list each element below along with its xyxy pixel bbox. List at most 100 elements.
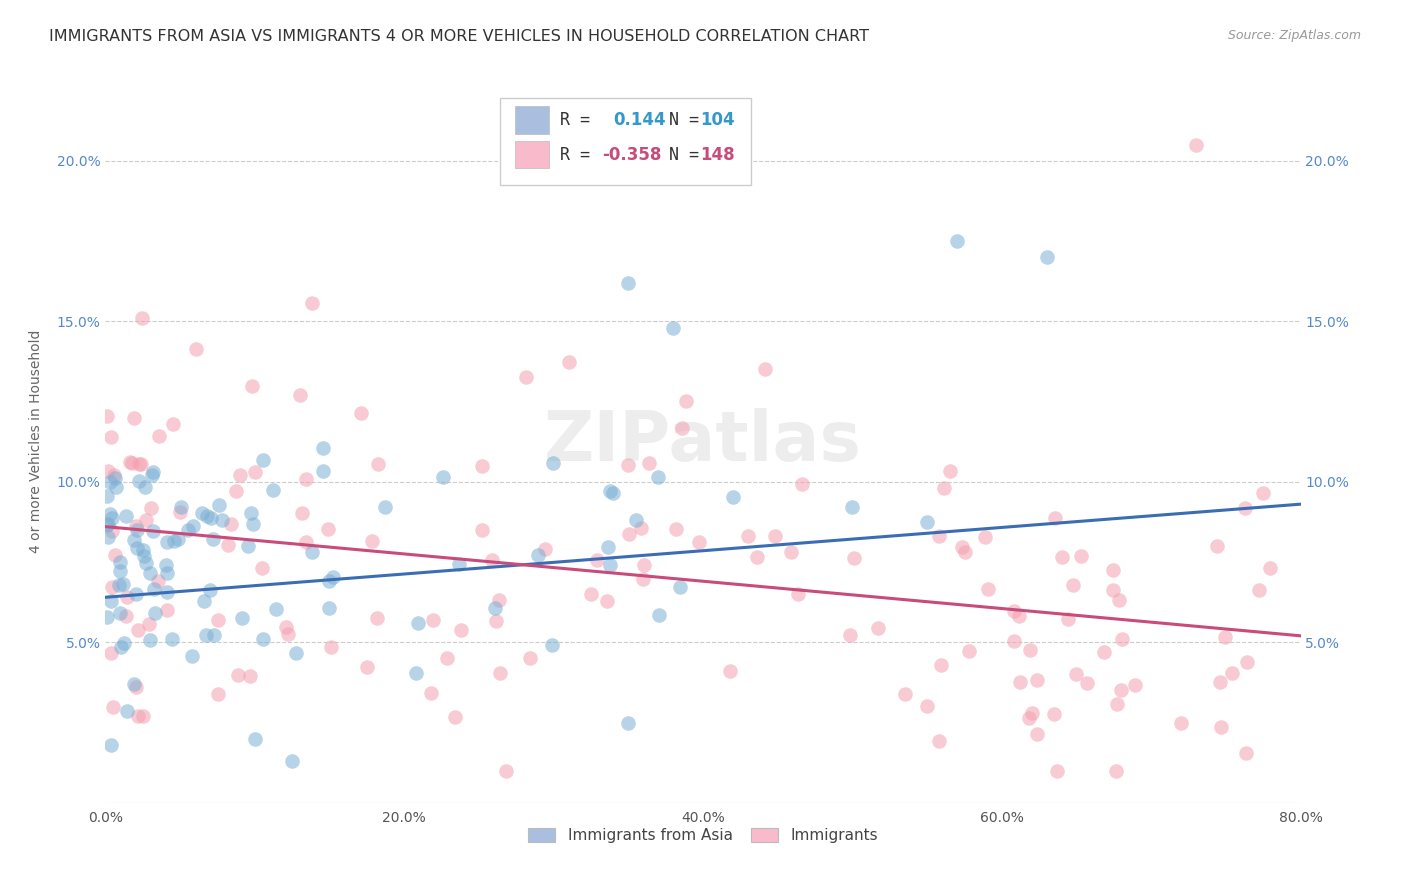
Point — [111, 577, 134, 591]
Point — [202, 532, 225, 546]
Point — [495, 764, 517, 778]
Point — [1111, 683, 1133, 698]
Point — [1062, 577, 1084, 591]
Point — [648, 608, 671, 623]
Point — [129, 458, 152, 472]
Point — [160, 632, 183, 647]
Text: R =: R = — [560, 111, 610, 129]
Point — [718, 664, 741, 678]
Point — [754, 361, 776, 376]
Point — [100, 594, 122, 608]
FancyBboxPatch shape — [501, 98, 751, 185]
Point — [1002, 604, 1025, 618]
Point — [176, 523, 198, 537]
Point — [527, 548, 550, 562]
Point — [274, 620, 297, 634]
Point — [356, 659, 378, 673]
Point — [1057, 612, 1080, 626]
Point — [1209, 674, 1232, 689]
Point — [250, 560, 273, 574]
Point — [1025, 727, 1047, 741]
Point — [312, 441, 335, 455]
Point — [367, 457, 389, 471]
Point — [602, 486, 624, 500]
Text: IMMIGRANTS FROM ASIA VS IMMIGRANTS 4 OR MORE VEHICLES IN HOUSEHOLD CORRELATION C: IMMIGRANTS FROM ASIA VS IMMIGRANTS 4 OR … — [49, 29, 869, 44]
Point — [128, 474, 150, 488]
Point — [110, 555, 132, 569]
Point — [112, 635, 135, 649]
Text: 0.144: 0.144 — [613, 111, 666, 129]
Point — [155, 534, 177, 549]
Point — [366, 611, 388, 625]
Point — [139, 566, 162, 580]
Point — [127, 541, 149, 555]
Point — [155, 558, 177, 572]
Point — [231, 611, 253, 625]
Point — [242, 516, 264, 531]
Point — [790, 477, 813, 491]
Text: ZIPatlas: ZIPatlas — [544, 408, 862, 475]
Point — [1066, 667, 1088, 681]
Text: R =: R = — [560, 145, 599, 164]
Point — [191, 506, 214, 520]
Point — [928, 529, 950, 543]
Point — [1234, 746, 1257, 760]
Text: N =: N = — [650, 145, 709, 164]
Point — [422, 614, 444, 628]
Point — [125, 680, 148, 694]
Point — [373, 500, 395, 514]
Point — [132, 543, 155, 558]
Point — [96, 610, 118, 624]
Point — [96, 409, 118, 423]
Point — [1101, 563, 1123, 577]
Point — [181, 519, 204, 533]
Point — [135, 513, 157, 527]
Point — [139, 501, 162, 516]
Point — [97, 530, 120, 544]
Point — [115, 704, 138, 718]
Point — [239, 669, 262, 683]
Point — [929, 658, 952, 673]
Point — [118, 454, 141, 468]
Point — [841, 500, 863, 514]
Point — [243, 465, 266, 479]
Point — [977, 582, 1000, 597]
Point — [134, 480, 156, 494]
Point — [633, 558, 655, 572]
Point — [108, 607, 131, 621]
Point — [737, 529, 759, 543]
Point — [1018, 642, 1040, 657]
Point — [186, 342, 208, 356]
Point — [138, 616, 160, 631]
Point — [489, 665, 512, 680]
Point — [122, 676, 145, 690]
Point — [1035, 250, 1057, 264]
Point — [946, 234, 969, 248]
Point — [1251, 485, 1274, 500]
Point — [318, 574, 340, 588]
Point — [786, 587, 808, 601]
Point — [132, 709, 155, 723]
Point — [122, 533, 145, 548]
Point — [1213, 630, 1236, 644]
Point — [103, 467, 125, 482]
Point — [117, 590, 139, 604]
Point — [156, 603, 179, 617]
Point — [198, 582, 221, 597]
Point — [125, 519, 148, 533]
Point — [262, 483, 284, 498]
Point — [180, 648, 202, 663]
Point — [124, 586, 146, 600]
Point — [1002, 633, 1025, 648]
Point — [252, 632, 274, 646]
Point — [915, 515, 938, 529]
Point — [207, 613, 229, 627]
Point — [839, 627, 862, 641]
Point — [557, 355, 579, 369]
Point — [285, 646, 308, 660]
Point — [1123, 678, 1146, 692]
Point — [100, 510, 122, 524]
Point — [229, 467, 252, 482]
Text: 104: 104 — [700, 111, 735, 129]
Point — [240, 379, 263, 393]
